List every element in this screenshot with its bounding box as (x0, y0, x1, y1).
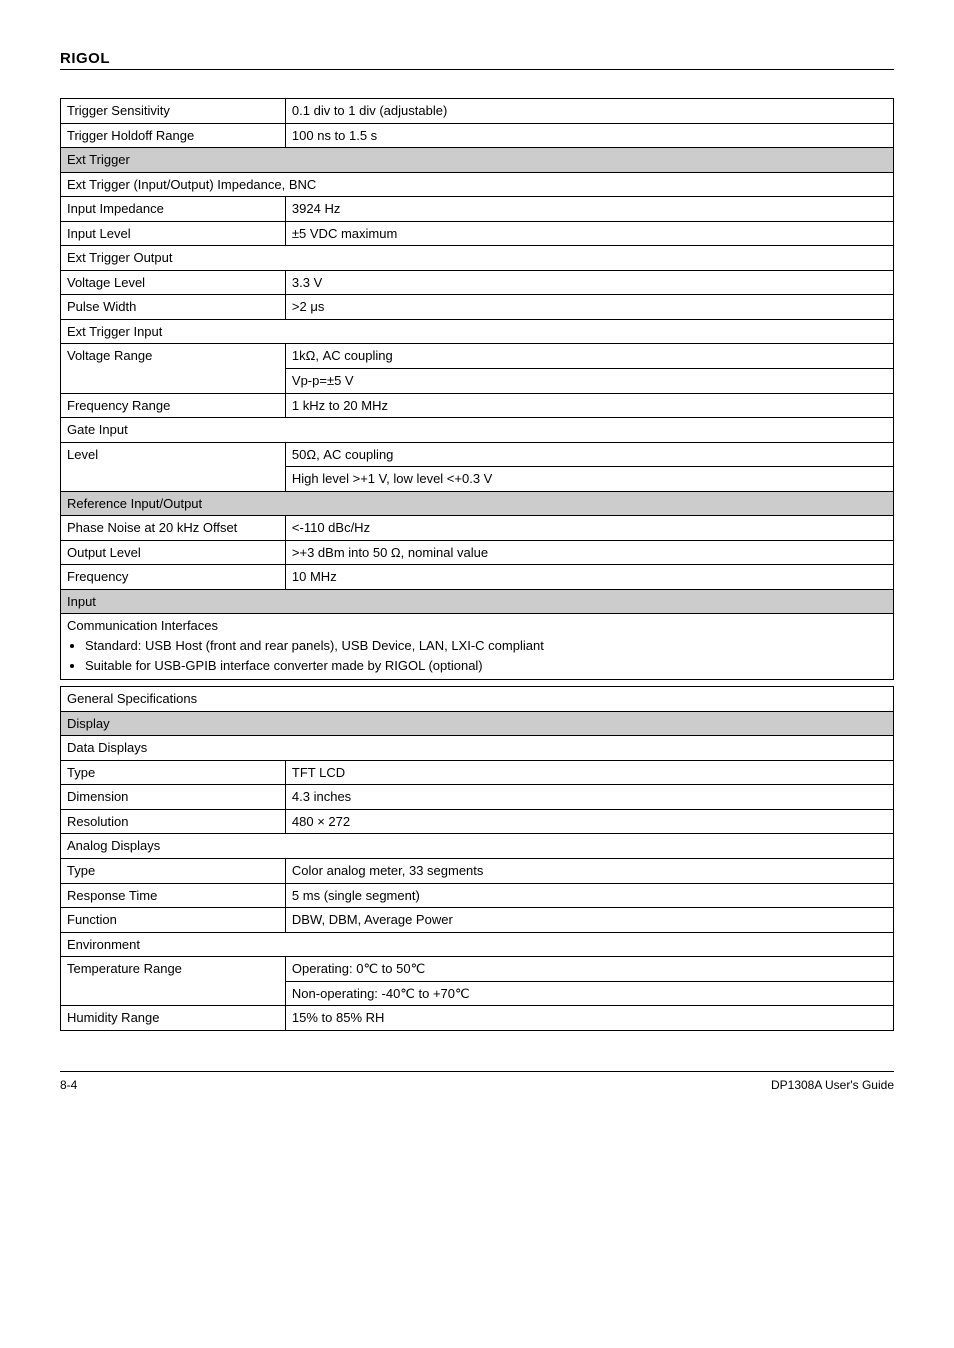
table-row: Type TFT LCD (61, 760, 894, 785)
spec-value: Color analog meter, 33 segments (285, 858, 893, 883)
spec-label: Trigger Holdoff Range (61, 123, 286, 148)
spec-value: <-110 dBc/Hz (285, 516, 893, 541)
table-row: Input Impedance 3924 Hz (61, 197, 894, 222)
subheader: Ext Trigger Input (61, 319, 894, 344)
spec-label: Output Level (61, 540, 286, 565)
table-row: Pulse Width >2 μs (61, 295, 894, 320)
table-row: Response Time 5 ms (single segment) (61, 883, 894, 908)
table-row: Trigger Sensitivity 0.1 div to 1 div (ad… (61, 99, 894, 124)
spec-value: 1 kHz to 20 MHz (285, 393, 893, 418)
table-row: Phase Noise at 20 kHz Offset <-110 dBc/H… (61, 516, 894, 541)
spec-value: DBW, DBM, Average Power (285, 908, 893, 933)
spec-value: 1kΩ, AC coupling (285, 344, 893, 369)
bullet-list: Standard: USB Host (front and rear panel… (67, 637, 887, 674)
spec-value: Operating: 0℃ to 50℃ (285, 957, 893, 982)
spec-label: Phase Noise at 20 kHz Offset (61, 516, 286, 541)
spec-value: >+3 dBm into 50 Ω, nominal value (285, 540, 893, 565)
table-row: Dimension 4.3 inches (61, 785, 894, 810)
table-row: Voltage Level 3.3 V (61, 270, 894, 295)
section-display: Display (61, 711, 894, 736)
spec-label: Input Level (61, 221, 286, 246)
table-row: Output Level >+3 dBm into 50 Ω, nominal … (61, 540, 894, 565)
input-interfaces-cell: Communication Interfaces Standard: USB H… (61, 614, 894, 680)
spec-value: 10 MHz (285, 565, 893, 590)
spec-value: 5 ms (single segment) (285, 883, 893, 908)
section-ref-io: Reference Input/Output (61, 491, 894, 516)
brand-label: RIGOL (60, 50, 110, 67)
spec-value: ±5 VDC maximum (285, 221, 893, 246)
subheader: Analog Displays (61, 834, 894, 859)
table-row: Voltage Range 1kΩ, AC coupling (61, 344, 894, 369)
table-row: Type Color analog meter, 33 segments (61, 858, 894, 883)
spec-value: Non-operating: -40℃ to +70℃ (285, 981, 893, 1006)
spec-label: Voltage Range (61, 344, 286, 393)
subheader: Data Displays (61, 736, 894, 761)
list-item: Standard: USB Host (front and rear panel… (85, 637, 887, 655)
table-row: Frequency Range 1 kHz to 20 MHz (61, 393, 894, 418)
subheader: Gate Input (61, 418, 894, 443)
spec-table-general: General Specifications Display Data Disp… (60, 686, 894, 1031)
section-ext-trigger: Ext Trigger (61, 148, 894, 173)
section-input: Input (61, 589, 894, 614)
page-header: RIGOL (60, 50, 894, 70)
spec-label: Type (61, 760, 286, 785)
spec-label: Dimension (61, 785, 286, 810)
spec-label: Temperature Range (61, 957, 286, 1006)
table-row: Humidity Range 15% to 85% RH (61, 1006, 894, 1031)
spec-label: Voltage Level (61, 270, 286, 295)
spec-value: 15% to 85% RH (285, 1006, 893, 1031)
list-item: Suitable for USB-GPIB interface converte… (85, 657, 887, 675)
spec-label: Frequency (61, 565, 286, 590)
page-number: 8-4 (60, 1078, 77, 1092)
spec-value: 0.1 div to 1 div (adjustable) (285, 99, 893, 124)
spec-label: Type (61, 858, 286, 883)
spec-value: TFT LCD (285, 760, 893, 785)
spec-label: Input Impedance (61, 197, 286, 222)
table-title: General Specifications (61, 687, 894, 712)
spec-label: Frequency Range (61, 393, 286, 418)
doc-title: DP1308A User's Guide (771, 1078, 894, 1092)
spec-value: 4.3 inches (285, 785, 893, 810)
spec-value: High level >+1 V, low level <+0.3 V (285, 467, 893, 492)
spec-label: Function (61, 908, 286, 933)
spec-label: Level (61, 442, 286, 491)
page-footer: 8-4 DP1308A User's Guide (60, 1071, 894, 1092)
subheader: Communication Interfaces (67, 617, 887, 635)
spec-label: Humidity Range (61, 1006, 286, 1031)
table-row: Function DBW, DBM, Average Power (61, 908, 894, 933)
spec-label: Trigger Sensitivity (61, 99, 286, 124)
table-row: Level 50Ω, AC coupling (61, 442, 894, 467)
spec-value: 3.3 V (285, 270, 893, 295)
spec-value: 100 ns to 1.5 s (285, 123, 893, 148)
table-row: Input Level ±5 VDC maximum (61, 221, 894, 246)
spec-value: 50Ω, AC coupling (285, 442, 893, 467)
spec-value: 3924 Hz (285, 197, 893, 222)
table-row: Resolution 480 × 272 (61, 809, 894, 834)
spec-label: Resolution (61, 809, 286, 834)
spec-table-top: Trigger Sensitivity 0.1 div to 1 div (ad… (60, 98, 894, 680)
subheader: Environment (61, 932, 894, 957)
table-row: Frequency 10 MHz (61, 565, 894, 590)
spec-label: Pulse Width (61, 295, 286, 320)
spec-value: Vp-p=±5 V (285, 369, 893, 394)
table-row: Trigger Holdoff Range 100 ns to 1.5 s (61, 123, 894, 148)
table-row: Temperature Range Operating: 0℃ to 50℃ (61, 957, 894, 982)
spec-value: 480 × 272 (285, 809, 893, 834)
subheader: Ext Trigger (Input/Output) Impedance, BN… (61, 172, 894, 197)
spec-value: >2 μs (285, 295, 893, 320)
spec-label: Response Time (61, 883, 286, 908)
subheader: Ext Trigger Output (61, 246, 894, 271)
